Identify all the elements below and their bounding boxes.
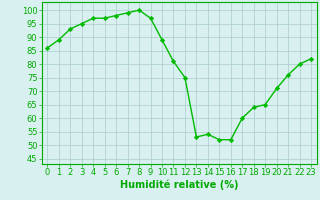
X-axis label: Humidité relative (%): Humidité relative (%) xyxy=(120,180,238,190)
